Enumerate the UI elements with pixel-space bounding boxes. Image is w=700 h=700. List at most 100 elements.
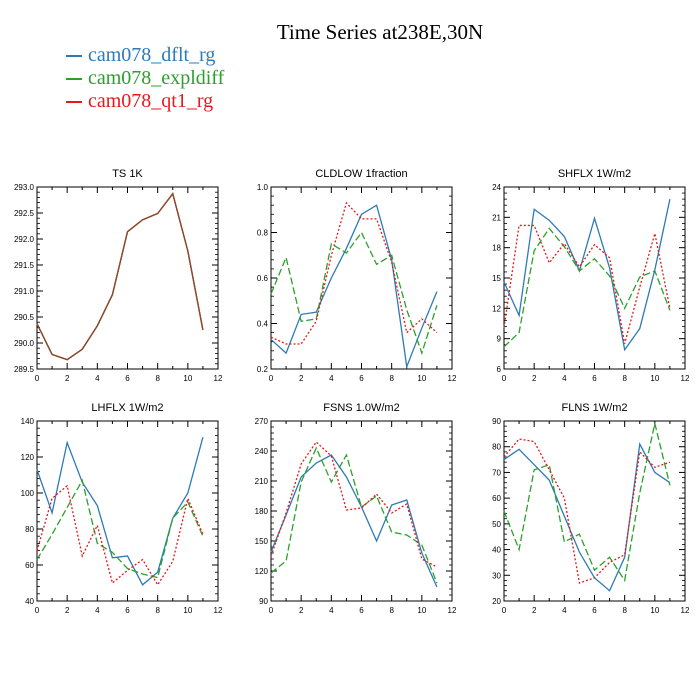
x-tick-label: 0 xyxy=(269,606,274,615)
legend-swatch-expldiff xyxy=(66,78,82,81)
x-tick-label: 10 xyxy=(417,374,426,383)
x-tick-label: 4 xyxy=(562,374,567,383)
y-tick-label: 60 xyxy=(492,494,501,503)
x-tick-label: 6 xyxy=(359,374,364,383)
series-line-cam078_dflt_rg xyxy=(503,198,671,352)
y-tick-label: 291.0 xyxy=(14,287,35,296)
y-tick-label: 30 xyxy=(492,571,501,580)
y-tick-label: 0.6 xyxy=(257,274,269,283)
series-line-cam078_expldiff xyxy=(36,478,204,579)
y-tick-label: 50 xyxy=(492,520,501,529)
chart-title: LHFLX 1W/m2 xyxy=(91,402,163,414)
x-tick-label: 8 xyxy=(622,606,627,615)
y-tick-label: 290.0 xyxy=(14,339,35,348)
chart-title: FSNS 1.0W/m2 xyxy=(323,402,399,414)
x-tick-label: 6 xyxy=(592,606,597,615)
series-line-cam078_dflt_rg xyxy=(36,192,204,361)
chart-title: SHFLX 1W/m2 xyxy=(558,168,631,180)
y-tick-label: 40 xyxy=(492,546,501,555)
x-tick-label: 4 xyxy=(95,606,100,615)
series-line-cam078_qt1_rg xyxy=(36,192,204,361)
chart-title: CLDLOW 1fraction xyxy=(315,168,407,180)
x-tick-label: 10 xyxy=(417,606,426,615)
y-tick-label: 40 xyxy=(25,597,34,606)
y-tick-label: 289.5 xyxy=(14,365,35,374)
x-tick-label: 6 xyxy=(125,606,130,615)
legend-swatch-dflt xyxy=(66,55,82,58)
series-line-cam078_dflt_rg xyxy=(270,204,438,370)
x-tick-label: 8 xyxy=(155,374,160,383)
x-tick-label: 12 xyxy=(681,606,690,615)
x-tick-label: 2 xyxy=(532,606,537,615)
x-tick-label: 2 xyxy=(532,374,537,383)
y-tick-label: 140 xyxy=(21,417,35,426)
x-tick-label: 6 xyxy=(359,606,364,615)
y-tick-label: 70 xyxy=(492,468,501,477)
x-tick-label: 4 xyxy=(329,374,334,383)
chart-title: FLNS 1W/m2 xyxy=(561,402,627,414)
x-tick-label: 0 xyxy=(35,374,40,383)
page-title: Time Series at238E,30N xyxy=(276,20,484,44)
chart-frame xyxy=(36,186,219,370)
y-tick-label: 290.5 xyxy=(14,313,35,322)
x-tick-label: 10 xyxy=(183,606,192,615)
x-tick-label: 8 xyxy=(389,374,394,383)
y-tick-label: 1.0 xyxy=(257,183,269,192)
y-tick-label: 18 xyxy=(492,244,501,253)
y-tick-label: 291.5 xyxy=(14,261,35,270)
chart-frame xyxy=(270,420,453,602)
y-tick-label: 12 xyxy=(492,304,501,313)
y-tick-label: 292.0 xyxy=(14,235,35,244)
series-line-cam078_qt1_rg xyxy=(36,484,204,587)
y-tick-label: 24 xyxy=(492,183,501,192)
y-tick-label: 80 xyxy=(492,443,501,452)
chart-frame xyxy=(36,420,219,602)
x-tick-label: 0 xyxy=(502,606,507,615)
x-tick-label: 12 xyxy=(681,374,690,383)
legend-label-qt1: cam078_qt1_rg xyxy=(88,90,214,112)
y-tick-label: 180 xyxy=(255,507,269,516)
y-tick-label: 9 xyxy=(497,335,502,344)
y-tick-label: 90 xyxy=(259,597,268,606)
y-tick-label: 60 xyxy=(25,561,34,570)
x-tick-label: 0 xyxy=(502,374,507,383)
series-line-cam078_expldiff xyxy=(503,227,671,348)
y-tick-label: 6 xyxy=(497,365,502,374)
x-tick-label: 12 xyxy=(448,606,457,615)
y-tick-label: 100 xyxy=(21,489,35,498)
y-tick-label: 90 xyxy=(492,417,501,426)
series-line-cam078_qt1_rg xyxy=(503,438,671,584)
y-tick-label: 20 xyxy=(492,597,501,606)
y-tick-label: 292.5 xyxy=(14,209,35,218)
x-tick-label: 12 xyxy=(448,374,457,383)
series-line-cam078_qt1_rg xyxy=(270,201,438,345)
series-line-cam078_qt1_rg xyxy=(270,441,438,568)
chart-panel-3: LHFLX 1W/m2 0 2 4 6 8 10 12 40 60 80 100 120 140 xyxy=(21,402,223,615)
y-tick-label: 80 xyxy=(25,525,34,534)
x-tick-label: 10 xyxy=(650,606,659,615)
legend-label-dflt: cam078_dflt_rg xyxy=(88,44,216,66)
chart-panel-1: CLDLOW 1fraction 0 2 4 6 8 10 12 0.2 0.4 0.6 0.8 1.0 xyxy=(257,168,457,383)
y-tick-label: 0.8 xyxy=(257,229,269,238)
legend-label-expldiff: cam078_expldiff xyxy=(88,67,225,89)
legend: cam078_dflt_rg cam078_expldiff cam078_qt… xyxy=(66,44,224,113)
y-tick-label: 210 xyxy=(255,477,269,486)
y-tick-label: 0.4 xyxy=(257,320,269,329)
y-tick-label: 240 xyxy=(255,447,269,456)
x-tick-label: 2 xyxy=(299,374,304,383)
x-tick-label: 0 xyxy=(269,374,274,383)
y-tick-label: 0.2 xyxy=(257,365,269,374)
x-tick-label: 2 xyxy=(65,606,70,615)
x-tick-label: 12 xyxy=(214,606,223,615)
chart-title: TS 1K xyxy=(112,168,143,180)
chart-frame xyxy=(503,186,686,370)
x-tick-label: 6 xyxy=(592,374,597,383)
series-line-cam078_expldiff xyxy=(270,446,438,584)
x-tick-label: 8 xyxy=(155,606,160,615)
chart-frame xyxy=(503,420,686,602)
x-tick-label: 4 xyxy=(562,606,567,615)
x-tick-label: 8 xyxy=(389,606,394,615)
y-tick-label: 293.0 xyxy=(14,183,35,192)
x-tick-label: 12 xyxy=(214,374,223,383)
